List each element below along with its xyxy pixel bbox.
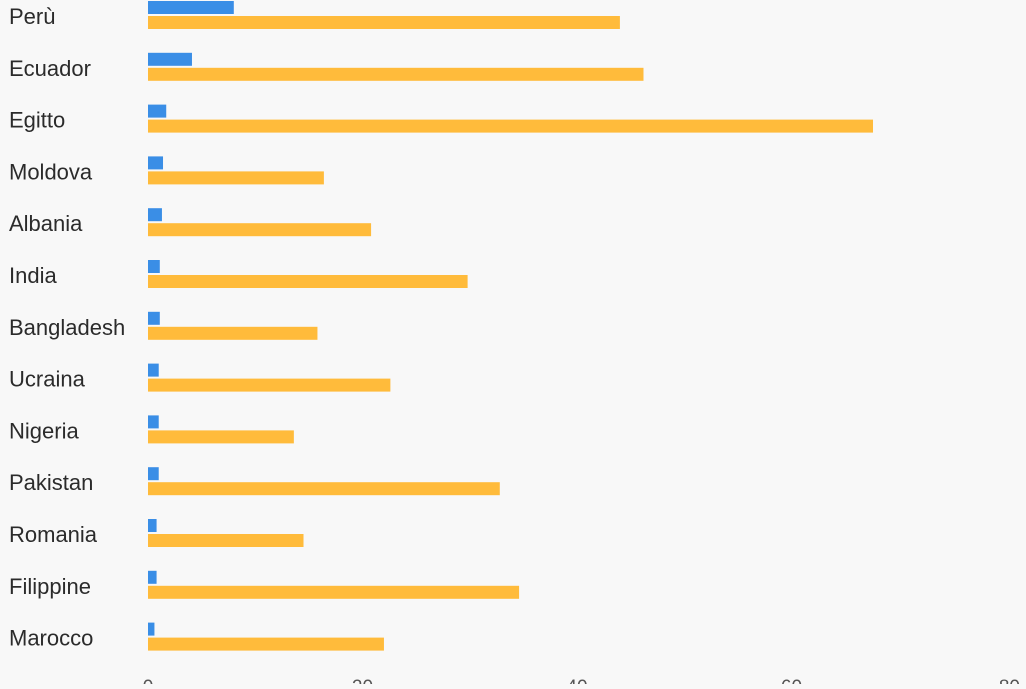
bar-series-1 bbox=[148, 156, 164, 170]
category-label: Marocco bbox=[9, 626, 93, 651]
bar-series-1 bbox=[148, 52, 192, 66]
category-label: Romania bbox=[9, 522, 98, 547]
bar-series-2 bbox=[148, 223, 372, 237]
category-label: Albania bbox=[9, 211, 83, 236]
category-label: Egitto bbox=[9, 108, 65, 133]
x-tick-label: 80 bbox=[999, 677, 1020, 684]
bar-series-2 bbox=[148, 16, 620, 29]
x-tick-label: 0 bbox=[143, 677, 154, 684]
category-row: Bangladesh bbox=[9, 311, 318, 340]
category-label: Perù bbox=[9, 4, 55, 29]
category-row: Romania bbox=[9, 519, 304, 547]
category-row: Moldova bbox=[9, 156, 324, 185]
x-tick-label: 40 bbox=[566, 677, 587, 684]
category-row: Marocco bbox=[9, 622, 384, 651]
bar-series-1 bbox=[148, 519, 157, 532]
x-tick-label: 60 bbox=[781, 677, 802, 684]
bar-series-1 bbox=[148, 415, 159, 429]
bar-series-1 bbox=[148, 260, 160, 273]
bar-series-2 bbox=[148, 585, 520, 599]
category-row: Albania bbox=[9, 208, 372, 237]
bar-series-2 bbox=[148, 430, 294, 444]
bar-series-1 bbox=[148, 104, 167, 118]
bar-series-1 bbox=[148, 622, 155, 636]
category-label: Ecuador bbox=[9, 56, 91, 81]
category-row: Pakistan bbox=[9, 467, 500, 496]
bar-series-1 bbox=[148, 208, 162, 222]
bar-series-2 bbox=[148, 326, 318, 340]
category-row: Ucraina bbox=[9, 363, 391, 392]
bar-series-2 bbox=[148, 482, 500, 496]
category-label: Moldova bbox=[9, 159, 93, 184]
x-tick-label: 20 bbox=[352, 677, 373, 684]
category-label: Nigeria bbox=[9, 418, 79, 443]
bar-series-2 bbox=[148, 378, 391, 392]
bar-series-1 bbox=[148, 311, 160, 325]
category-row: Nigeria bbox=[9, 415, 294, 444]
bar-series-2 bbox=[148, 637, 384, 651]
category-row: Perù bbox=[9, 1, 620, 29]
category-label: India bbox=[9, 263, 57, 288]
category-label: Pakistan bbox=[9, 470, 93, 495]
bar-series-2 bbox=[148, 119, 874, 133]
category-label: Bangladesh bbox=[9, 315, 125, 340]
category-label: Filippine bbox=[9, 574, 91, 599]
bar-series-1 bbox=[148, 363, 159, 377]
category-label: Ucraina bbox=[9, 367, 86, 392]
bar-series-2 bbox=[148, 67, 644, 81]
category-row: Ecuador bbox=[9, 52, 644, 81]
category-row: Egitto bbox=[9, 104, 874, 133]
bar-series-2 bbox=[148, 275, 468, 288]
bar-series-1 bbox=[148, 570, 157, 584]
bar-series-2 bbox=[148, 534, 304, 547]
bar-series-1 bbox=[148, 467, 159, 481]
bar-series-1 bbox=[148, 1, 234, 14]
bar-series-2 bbox=[148, 171, 324, 185]
category-row: Filippine bbox=[9, 570, 520, 599]
category-row: India bbox=[9, 260, 468, 288]
